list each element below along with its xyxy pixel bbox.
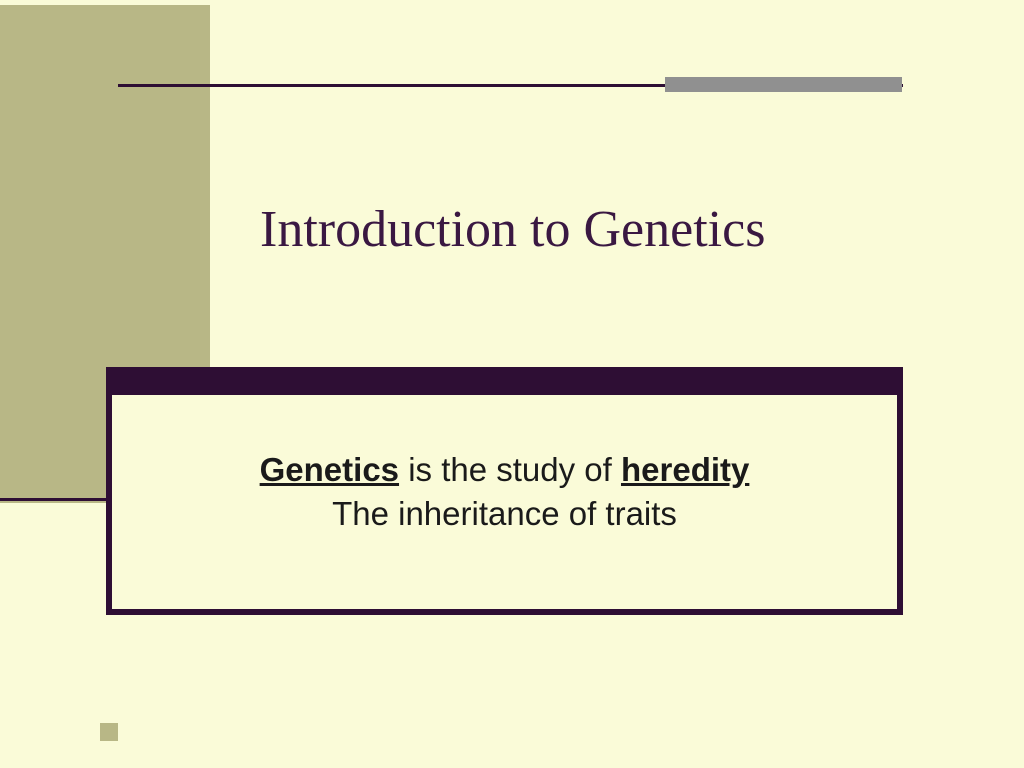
mid-connector-line	[0, 498, 106, 501]
slide-title: Introduction to Genetics	[260, 200, 765, 259]
content-line-1: Genetics is the study of heredity	[112, 451, 897, 489]
content-box-header-bar	[106, 367, 903, 395]
content-line-2: The inheritance of traits	[112, 495, 897, 533]
footer-bullet-icon	[100, 723, 118, 741]
content-box: Genetics is the study of heredity The in…	[106, 367, 903, 615]
keyword-genetics: Genetics	[260, 451, 399, 488]
gray-accent-bar	[665, 77, 902, 92]
keyword-heredity: heredity	[621, 451, 749, 488]
content-line-1-middle: is the study of	[399, 451, 621, 488]
